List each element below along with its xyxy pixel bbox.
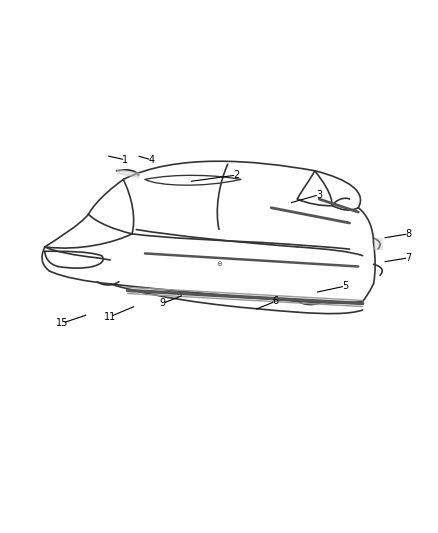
Text: 15: 15 (56, 318, 68, 328)
Text: 7: 7 (405, 253, 411, 263)
Text: 11: 11 (104, 312, 117, 321)
Text: 1: 1 (122, 155, 128, 165)
Text: 4: 4 (148, 155, 155, 165)
Text: ⊕: ⊕ (216, 261, 222, 268)
Text: 9: 9 (159, 298, 166, 309)
Text: 8: 8 (405, 229, 411, 239)
Text: 5: 5 (342, 281, 348, 291)
Text: 6: 6 (272, 296, 279, 306)
Text: 2: 2 (233, 170, 240, 180)
Text: 3: 3 (316, 190, 322, 200)
